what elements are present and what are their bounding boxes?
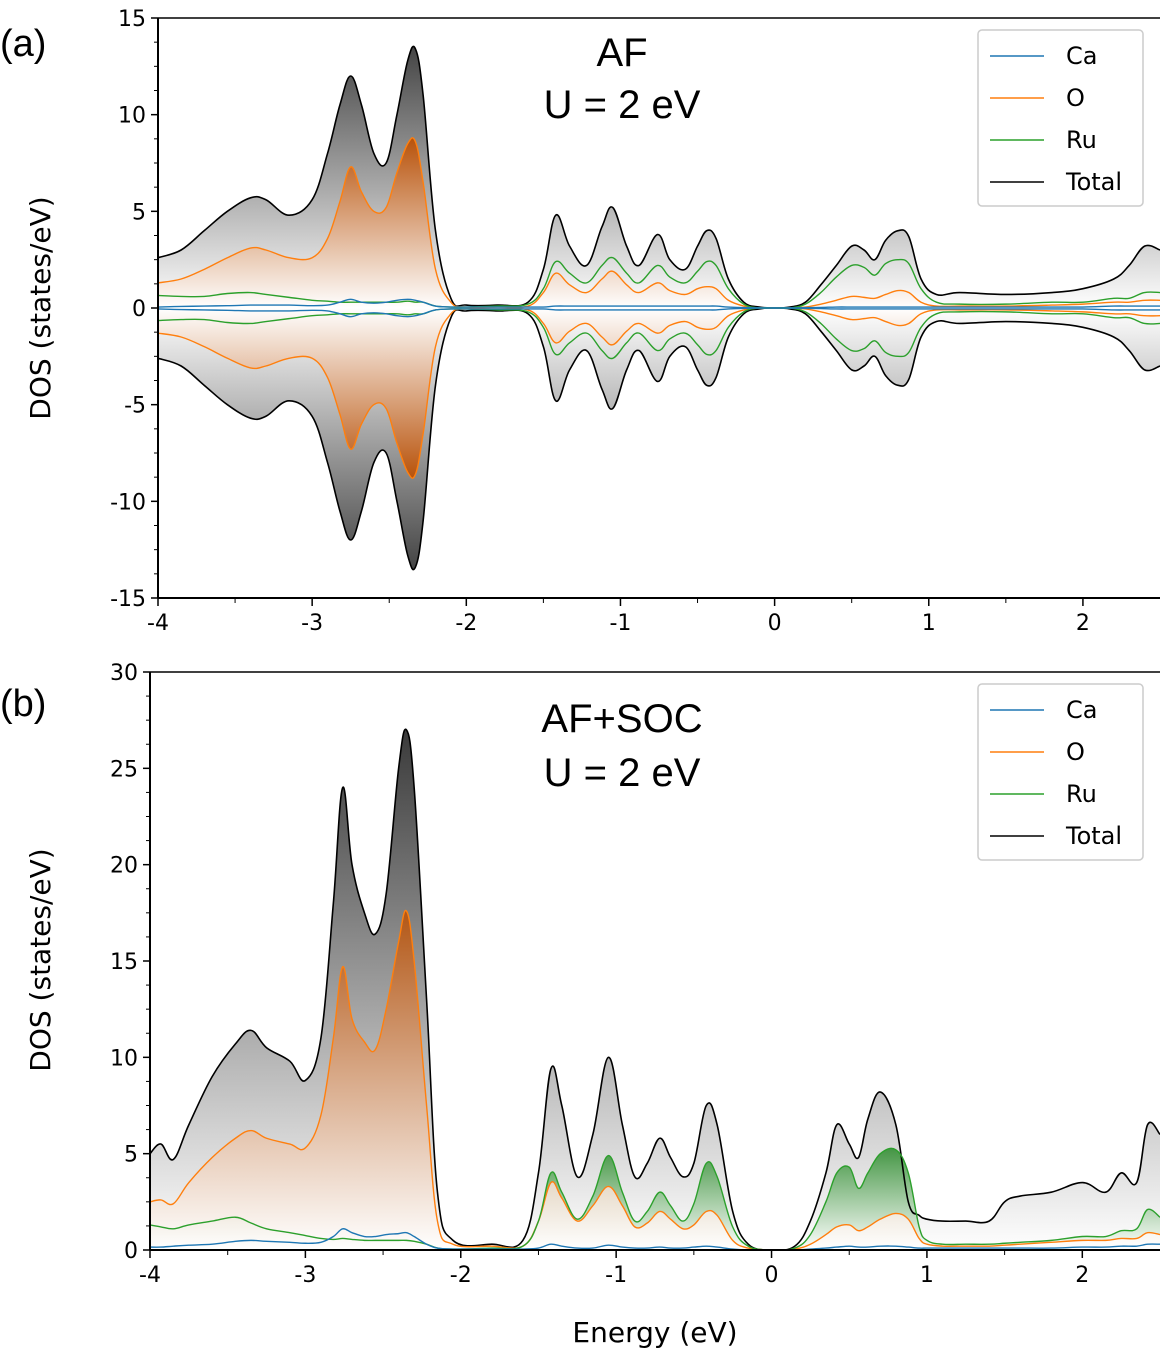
series-line-ru xyxy=(150,1147,1160,1250)
y-tick-label: 20 xyxy=(110,854,138,879)
x-tick-label: -4 xyxy=(147,611,169,636)
series-line-total-down xyxy=(158,307,1160,571)
panel-b: 0 5 10 15 20 25 30 -4 -3 -2 -1 0 1 2 (b) AF+SOC U = 2… xyxy=(0,661,1160,1349)
panel-label-b: (b) xyxy=(0,683,46,725)
panel-label-a: (a) xyxy=(0,23,46,65)
series-line-o xyxy=(150,909,1160,1250)
y-tick-label: -15 xyxy=(110,587,146,612)
legend-b: Ca O Ru Total xyxy=(977,683,1144,861)
y-tick-label: 5 xyxy=(132,200,146,225)
legend-a: Ca O Ru Total xyxy=(977,29,1144,207)
y-tick-label: 30 xyxy=(110,661,138,686)
legend-label-ca: Ca xyxy=(1066,696,1097,724)
x-tick-label: -4 xyxy=(139,1263,161,1288)
series-line-ca-down xyxy=(158,307,1160,318)
x-tick-label: 0 xyxy=(768,611,782,636)
o-fill-down xyxy=(158,307,1160,479)
y-tick-label: 15 xyxy=(110,950,138,975)
legend-label-ru: Ru xyxy=(1066,126,1097,154)
annotation-title-a: AF xyxy=(596,31,647,75)
y-tick-label: 10 xyxy=(118,104,146,129)
x-tick-label: -3 xyxy=(301,611,323,636)
x-tick-label: -2 xyxy=(455,611,477,636)
legend-label-ca: Ca xyxy=(1066,42,1097,70)
legend-frame xyxy=(977,683,1144,861)
y-tick-label: 5 xyxy=(124,1143,138,1168)
series-line-ru-down xyxy=(158,306,1160,360)
legend-frame xyxy=(977,29,1144,207)
legend-label-total: Total xyxy=(1065,822,1122,850)
y-tick-label: 25 xyxy=(110,757,138,782)
legend-label-total: Total xyxy=(1065,168,1122,196)
x-tick-label: 0 xyxy=(765,1263,779,1288)
x-tick-label: 1 xyxy=(920,1263,934,1288)
series-line-total xyxy=(150,728,1160,1250)
o-fill xyxy=(150,910,1160,1250)
y-tick-label: 10 xyxy=(110,1046,138,1071)
annotation-title-b: AF+SOC xyxy=(541,697,702,741)
series-line-total-up xyxy=(158,45,1160,309)
legend-label-ru: Ru xyxy=(1066,780,1097,808)
x-tick-label: -1 xyxy=(605,1263,627,1288)
y-tick-label: 0 xyxy=(132,297,146,322)
x-tick-label: 2 xyxy=(1076,611,1090,636)
annotation-subtitle-a: U = 2 eV xyxy=(544,83,701,127)
series-line-ca-up xyxy=(158,298,1160,309)
x-tick-label: -3 xyxy=(294,1263,316,1288)
x-tick-label: 1 xyxy=(922,611,936,636)
legend-label-o: O xyxy=(1066,738,1085,766)
y-axis-label-b: DOS (states/eV) xyxy=(24,848,57,1071)
annotation-subtitle-b: U = 2 eV xyxy=(544,751,701,795)
series-line-ru-up xyxy=(158,256,1160,310)
series-line-ca xyxy=(150,1228,1160,1250)
y-tick-label: 0 xyxy=(124,1239,138,1264)
y-tick-label: 15 xyxy=(118,7,146,32)
x-axis-label: Energy (eV) xyxy=(572,1316,737,1349)
series-line-o-down xyxy=(158,307,1160,479)
y-axis-label-a: DOS (states/eV) xyxy=(24,196,57,419)
y-tick-label: -5 xyxy=(124,394,146,419)
legend-label-o: O xyxy=(1066,84,1085,112)
x-tick-label: -2 xyxy=(450,1263,472,1288)
o-fill-up xyxy=(158,137,1160,309)
x-tick-label: 2 xyxy=(1075,1263,1089,1288)
y-tick-label: -10 xyxy=(110,490,146,515)
series-line-o-up xyxy=(158,137,1160,309)
x-tick-label: -1 xyxy=(609,611,631,636)
